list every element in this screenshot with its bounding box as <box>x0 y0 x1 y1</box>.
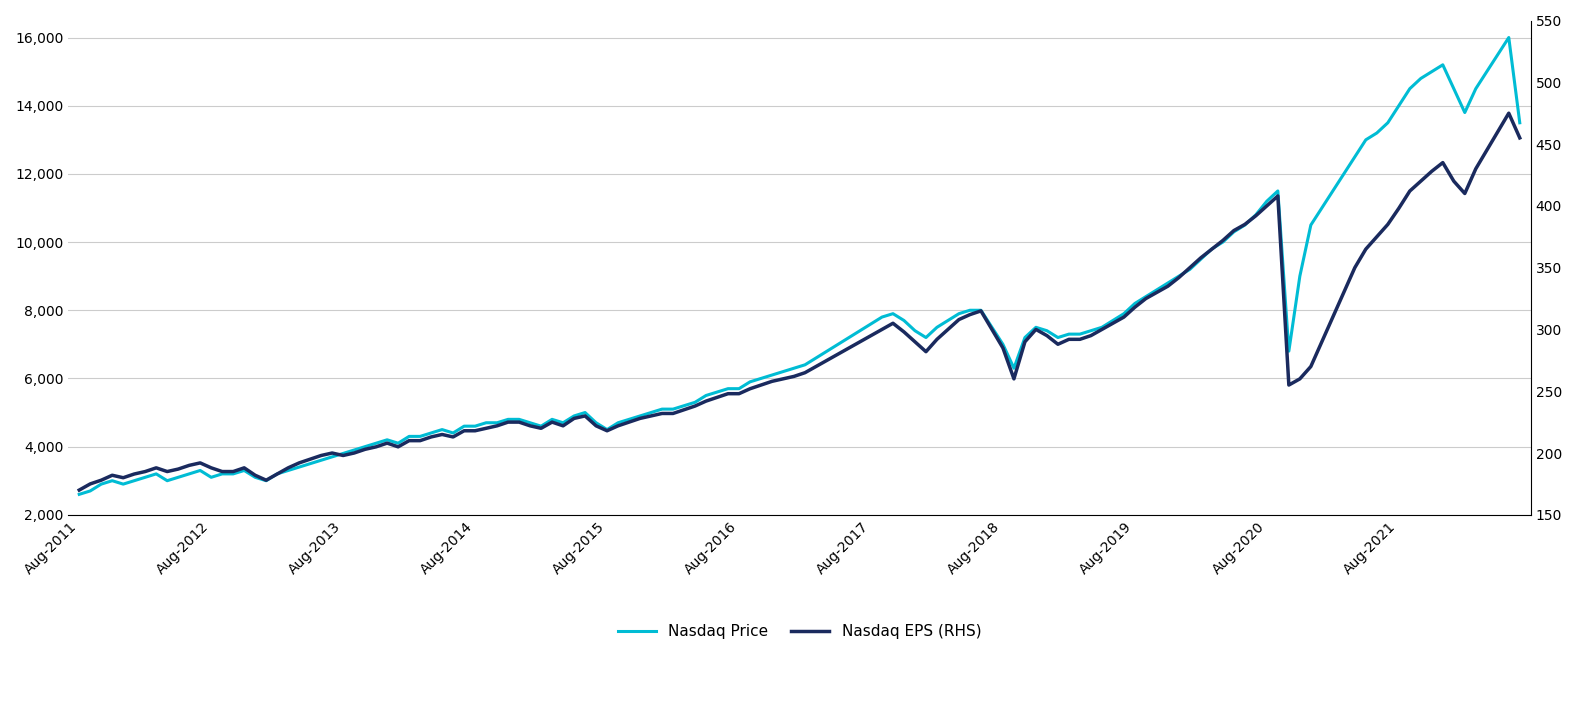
Legend: Nasdaq Price, Nasdaq EPS (RHS): Nasdaq Price, Nasdaq EPS (RHS) <box>612 619 987 646</box>
